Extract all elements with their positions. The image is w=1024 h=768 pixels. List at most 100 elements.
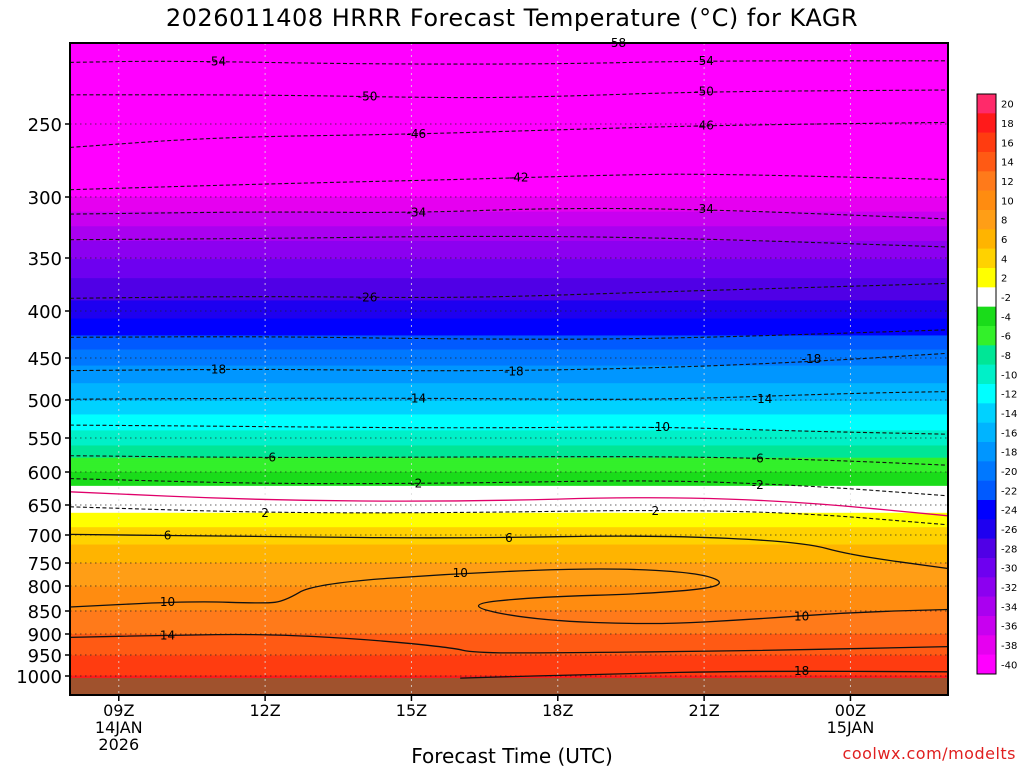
temp-band [70, 668, 948, 670]
temp-band [70, 441, 948, 445]
contour-label: 2 [652, 504, 660, 518]
y-tick-label: 450 [28, 349, 62, 370]
y-tick-label: 400 [28, 302, 62, 323]
temperature-field [70, 43, 948, 682]
temp-band [70, 414, 948, 418]
temp-band [70, 78, 948, 85]
colorbar-label: -40 [1001, 660, 1017, 671]
colorbar-swatch [977, 268, 996, 288]
temp-band [70, 218, 948, 224]
temp-band [70, 300, 948, 305]
contour-label: 6 [505, 531, 513, 545]
chart-title: 2026011408 HRRR Forecast Temperature (°C… [165, 4, 859, 32]
temp-band [70, 557, 948, 561]
temp-band [70, 627, 948, 630]
temp-band [70, 600, 948, 603]
colorbar-swatch [977, 384, 996, 404]
colorbar-label: -32 [1001, 583, 1017, 594]
isotherm-line [70, 235, 948, 248]
colorbar-label: -10 [1001, 370, 1017, 381]
temp-band [70, 449, 948, 453]
temp-band [70, 409, 948, 413]
temp-band [70, 607, 948, 610]
temp-band [70, 144, 948, 150]
temp-band [70, 635, 948, 638]
temp-band [70, 563, 948, 565]
temp-band [70, 654, 948, 657]
temp-band [70, 472, 948, 475]
temp-band [70, 170, 948, 176]
temp-band [70, 611, 948, 614]
temp-band [70, 610, 948, 613]
temp-band [70, 669, 948, 672]
temp-band [70, 309, 948, 314]
temp-band [70, 432, 948, 436]
temp-band [70, 248, 948, 253]
temp-band [70, 255, 948, 260]
isotherm-line [70, 568, 948, 625]
temp-band [70, 493, 948, 497]
credit-link[interactable]: coolwx.com/modelts [842, 744, 1016, 763]
temp-band [70, 670, 948, 673]
y-tick-label: 700 [28, 526, 62, 547]
ground-layer [70, 678, 948, 695]
temp-band [70, 634, 948, 636]
temp-band [70, 501, 948, 505]
temp-band [70, 582, 948, 585]
temp-band [70, 259, 948, 263]
isotherm-line [70, 329, 948, 340]
contour-label: 10 [160, 595, 175, 609]
temp-band [70, 329, 948, 334]
temp-band [70, 509, 948, 512]
temp-band [70, 423, 948, 427]
temp-band [70, 451, 948, 455]
temp-band [70, 393, 948, 397]
temp-band [70, 571, 948, 574]
temp-band [70, 662, 948, 665]
temp-band [70, 355, 948, 359]
temp-band [70, 491, 948, 495]
temp-band [70, 215, 948, 220]
isotherm-line [70, 173, 948, 191]
temp-band [70, 614, 948, 617]
temp-band [70, 505, 948, 508]
temp-band [70, 341, 948, 345]
colorbar-label: 16 [1001, 138, 1014, 149]
colorbar-swatch [977, 132, 996, 153]
temp-band [70, 403, 948, 406]
isotherm-line [70, 121, 948, 148]
contour-label: -42 [509, 171, 529, 185]
isotherm-line [70, 506, 948, 526]
temp-band [70, 561, 948, 564]
temp-band [70, 135, 948, 141]
temp-band [70, 281, 948, 286]
temp-band [70, 604, 948, 607]
colorbar-label: -34 [1001, 602, 1017, 613]
temp-band [70, 664, 948, 667]
x-tick-label: 09Z [103, 701, 134, 720]
temp-band [70, 428, 948, 431]
temp-band [70, 576, 948, 579]
colorbar-label: -30 [1001, 564, 1017, 575]
temp-band [70, 556, 948, 559]
temp-band [70, 122, 948, 128]
temp-band [70, 338, 948, 342]
temp-band [70, 378, 948, 382]
temp-band [70, 547, 948, 551]
temp-band [70, 497, 948, 501]
temp-band [70, 388, 948, 392]
temp-band [70, 204, 948, 209]
temp-band [70, 368, 948, 372]
temp-band [70, 523, 948, 526]
temp-band [70, 240, 948, 246]
temp-band [70, 370, 948, 374]
temp-band [70, 477, 948, 481]
temp-band [70, 629, 948, 632]
contour-label: -50 [358, 90, 378, 104]
x-tick-label: 12Z [249, 701, 280, 720]
colorbar-swatch [977, 538, 996, 559]
temp-band [70, 647, 948, 650]
temp-band [70, 83, 948, 89]
temp-band [70, 383, 948, 387]
temp-band [70, 363, 948, 367]
